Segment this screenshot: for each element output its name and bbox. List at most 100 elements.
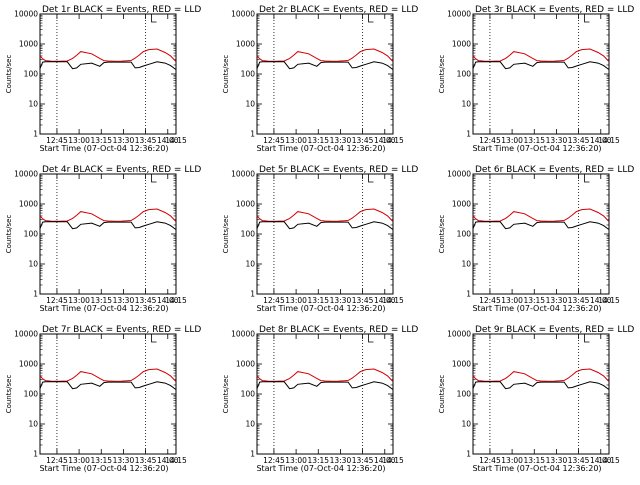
x-tick-label: 13:30 [113, 136, 135, 145]
x-tick-label: 13:15 [523, 456, 545, 465]
x-tick-label: 13:45 [352, 296, 374, 305]
y-axis-label: Counts/sec [438, 55, 446, 94]
series-events [256, 381, 394, 391]
x-tick-label: 12:45 [479, 296, 501, 305]
x-axis-label: Start Time (07-Oct-04 12:36:20) [472, 144, 601, 153]
x-tick-label: 13:30 [546, 456, 568, 465]
y-tick-label: 10000 [231, 170, 255, 179]
x-tick-label: 13:00 [285, 456, 307, 465]
y-tick-label: 1 [466, 290, 471, 299]
y-tick-label: 100 [241, 70, 256, 79]
y-tick-label: 1000 [452, 40, 471, 49]
interval-bracket [584, 14, 590, 23]
interval-bracket [368, 174, 374, 183]
x-tick-label: 12:45 [263, 136, 285, 145]
x-tick-label: 13:30 [330, 456, 352, 465]
x-axis-label: Start Time (07-Oct-04 12:36:20) [256, 304, 385, 313]
y-tick-label: 100 [457, 390, 472, 399]
x-tick-label: 13:45 [135, 296, 157, 305]
panel-det-4: Det 4r BLACK = Events, RED = LLD 1 10 100 10… [5, 165, 201, 313]
y-tick-label: 1 [33, 290, 38, 299]
x-axis-label: Start Time (07-Oct-04 12:36:20) [39, 464, 168, 473]
x-tick-label: 14:00 [374, 456, 396, 465]
panel-det-9: Det 9r BLACK = Events, RED = LLD 1 10 100 10… [438, 325, 634, 473]
panel-title: Det 1r BLACK = Events, RED = LLD [42, 5, 201, 15]
series-lld [256, 48, 394, 62]
plot-frame [256, 13, 394, 135]
x-tick-label: 13:45 [568, 136, 590, 145]
x-tick-label: 13:00 [68, 456, 90, 465]
y-tick-label: 10 [245, 420, 255, 429]
y-tick-label: 100 [457, 230, 472, 239]
x-tick-label: 13:45 [568, 456, 590, 465]
y-axis-label: Counts/sec [438, 215, 446, 254]
panel-det-6: Det 6r BLACK = Events, RED = LLD 1 10 100 10… [438, 165, 634, 313]
y-tick-label: 1000 [452, 360, 471, 369]
x-tick-label: 13:00 [285, 296, 307, 305]
x-tick-label: 13:15 [90, 456, 112, 465]
y-tick-label: 10 [245, 100, 255, 109]
interval-bracket [368, 14, 374, 23]
series-lld [472, 208, 610, 222]
x-tick-label: 13:00 [68, 296, 90, 305]
x-tick-label: 13:45 [568, 296, 590, 305]
x-tick-label: 13:15 [307, 456, 329, 465]
plot-frame [472, 173, 610, 295]
y-tick-label: 1000 [19, 200, 38, 209]
y-tick-label: 1000 [236, 40, 255, 49]
x-tick-label: 13:15 [523, 136, 545, 145]
x-tick-label: 14:15 [382, 136, 404, 145]
x-axis-label: Start Time (07-Oct-04 12:36:20) [256, 464, 385, 473]
y-tick-label: 100 [24, 230, 39, 239]
plot-frame [39, 13, 177, 135]
panel-title: Det 3r BLACK = Events, RED = LLD [475, 5, 634, 15]
x-tick-label: 13:15 [90, 296, 112, 305]
x-tick-label: 13:30 [113, 296, 135, 305]
y-tick-label: 100 [241, 390, 256, 399]
y-tick-label: 1 [250, 130, 255, 139]
y-axis-label: Counts/sec [222, 375, 230, 414]
interval-bracket [151, 14, 157, 23]
x-tick-label: 14:00 [374, 296, 396, 305]
y-tick-label: 10 [245, 260, 255, 269]
panel-title: Det 6r BLACK = Events, RED = LLD [475, 165, 634, 175]
y-tick-label: 1000 [19, 360, 38, 369]
x-tick-label: 12:45 [263, 296, 285, 305]
plot-frame [256, 333, 394, 455]
x-tick-label: 13:45 [352, 136, 374, 145]
y-tick-label: 10000 [14, 170, 38, 179]
plot-frame [256, 173, 394, 295]
series-lld [472, 368, 610, 382]
series-events [256, 221, 394, 231]
y-tick-label: 10 [28, 420, 38, 429]
x-tick-label: 13:15 [523, 296, 545, 305]
x-tick-label: 12:45 [263, 456, 285, 465]
panel-title: Det 9r BLACK = Events, RED = LLD [475, 325, 634, 335]
y-tick-label: 1 [33, 450, 38, 459]
x-tick-label: 14:00 [590, 136, 612, 145]
y-tick-label: 1000 [236, 360, 255, 369]
y-tick-label: 1 [466, 450, 471, 459]
y-tick-label: 10000 [14, 10, 38, 19]
panel-title: Det 7r BLACK = Events, RED = LLD [42, 325, 201, 335]
x-tick-label: 12:45 [479, 136, 501, 145]
y-tick-label: 10 [461, 260, 471, 269]
x-axis-label: Start Time (07-Oct-04 12:36:20) [256, 144, 385, 153]
x-tick-label: 13:15 [307, 136, 329, 145]
y-tick-label: 10000 [447, 10, 471, 19]
y-tick-label: 100 [24, 70, 39, 79]
panel-det-5: Det 5r BLACK = Events, RED = LLD 1 10 100 10… [222, 165, 418, 313]
panel-det-8: Det 8r BLACK = Events, RED = LLD 1 10 100 10… [222, 325, 418, 473]
y-axis-label: Counts/sec [222, 55, 230, 94]
y-tick-label: 10000 [231, 330, 255, 339]
plot-frame [39, 173, 177, 295]
interval-bracket [584, 174, 590, 183]
plot-frame [472, 13, 610, 135]
x-axis-label: Start Time (07-Oct-04 12:36:20) [472, 464, 601, 473]
interval-bracket [151, 174, 157, 183]
y-tick-label: 1000 [19, 40, 38, 49]
y-tick-label: 1 [466, 130, 471, 139]
panel-det-3: Det 3r BLACK = Events, RED = LLD 1 10 100 10… [438, 5, 634, 153]
